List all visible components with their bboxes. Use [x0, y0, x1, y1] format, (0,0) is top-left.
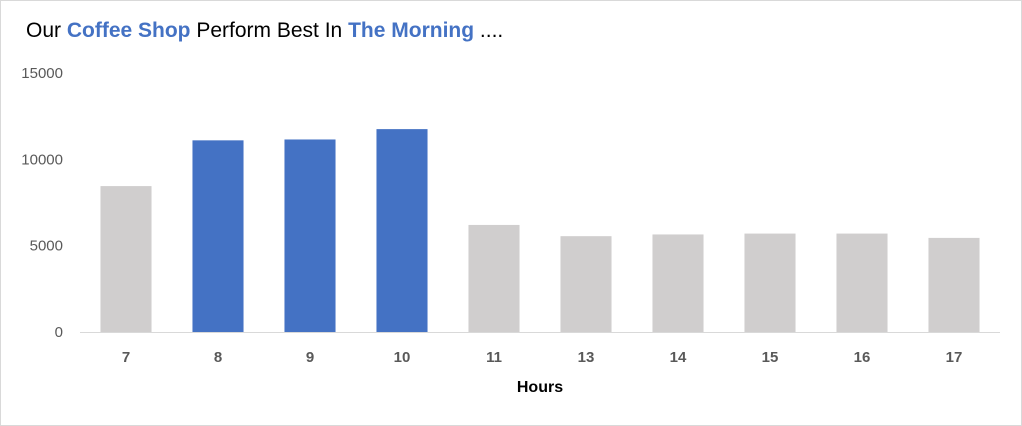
title-highlight-coffee-shop: Coffee Shop — [66, 19, 191, 42]
x-axis-label: Hours — [517, 379, 563, 396]
x-tick-label: 11 — [486, 349, 502, 366]
bar-hour-9 — [284, 139, 336, 332]
title-part-3: .... — [474, 19, 504, 42]
title-highlight-the-morning: The Morning — [348, 19, 475, 42]
bar-hour-11 — [468, 224, 520, 332]
chart-title: Our Coffee Shop Perform Best In The Morn… — [26, 19, 503, 43]
x-tick-label: 7 — [122, 349, 130, 366]
bar-hour-8 — [192, 140, 244, 332]
y-tick-label: 0 — [55, 324, 63, 341]
bar-hour-14 — [652, 234, 704, 332]
x-tick-label: 14 — [670, 349, 687, 366]
bar-hour-13 — [560, 236, 612, 332]
bar-hour-7 — [100, 186, 152, 332]
bar-hour-17 — [928, 237, 980, 332]
x-tick-label: 9 — [306, 349, 314, 366]
x-tick-label: 10 — [394, 349, 411, 366]
title-part-2: Perform Best In — [190, 19, 349, 42]
x-tick-label: 16 — [854, 349, 871, 366]
title-part-1: Our — [26, 19, 67, 42]
y-tick-label: 15000 — [21, 65, 63, 82]
x-tick-label: 13 — [578, 349, 595, 366]
x-tick-label: 8 — [214, 349, 222, 366]
bar-hour-16 — [836, 233, 888, 332]
y-tick-label: 5000 — [30, 238, 63, 255]
x-tick-label: 15 — [762, 349, 779, 366]
bars — [100, 129, 980, 332]
y-tick-label: 10000 — [21, 151, 63, 168]
bar-hour-10 — [376, 129, 428, 332]
y-axis-ticks: 0 5000 10000 15000 — [21, 65, 63, 341]
x-tick-label: 17 — [946, 349, 963, 366]
bar-hour-15 — [744, 233, 796, 332]
x-axis-ticks: 7 8 9 10 11 13 14 15 16 17 — [122, 349, 963, 366]
